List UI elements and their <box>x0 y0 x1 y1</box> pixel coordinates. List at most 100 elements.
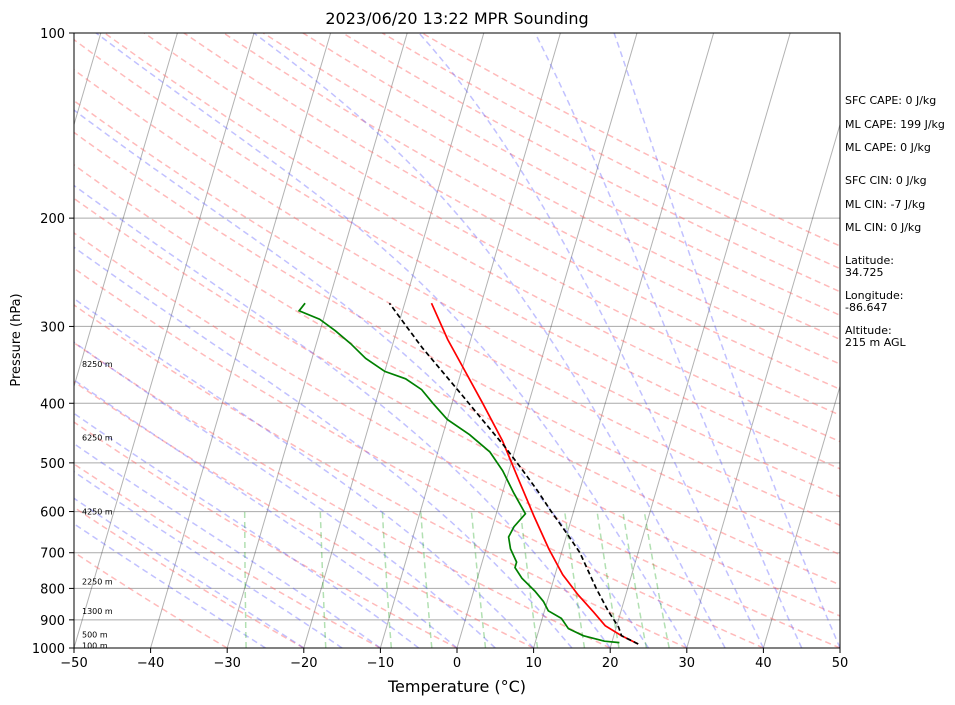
y-axis-ticks: 100 200 300 400 500 600 700 800 900 1000 <box>32 27 74 657</box>
dry-adiabat <box>74 551 228 648</box>
dry-adiabat <box>74 131 840 556</box>
ml-cin-text: ML CIN: -7 J/kg <box>845 198 925 211</box>
height-label: 8250 m <box>82 360 113 369</box>
dry-adiabat <box>342 33 840 293</box>
x-tick-label: 50 <box>832 656 849 671</box>
x-tick-label: −50 <box>60 656 87 671</box>
x-tick-label: 10 <box>525 656 542 671</box>
dry-adiabat <box>74 341 611 648</box>
height-label: 2250 m <box>82 578 113 587</box>
longitude-value: -86.647 <box>845 301 887 314</box>
dry-adiabat <box>143 33 840 416</box>
ml-cape-text-2: ML CAPE: 0 J/kg <box>845 141 931 154</box>
moist-adiabat <box>74 522 266 648</box>
height-label: 1300 m <box>82 607 113 616</box>
isotherm-line <box>74 33 178 389</box>
isotherm-line <box>74 33 255 648</box>
temperature-profile <box>430 302 639 645</box>
x-axis-ticks: −50 −40 −30 −20 −10 0 10 20 30 40 50 <box>60 648 848 671</box>
y-tick-label: 900 <box>40 614 65 629</box>
dry-adiabat <box>74 68 840 498</box>
x-tick-label: −40 <box>137 656 164 671</box>
mixing-ratio-line <box>643 511 670 648</box>
height-label: 100 m <box>82 641 108 650</box>
latitude-label: Latitude: <box>845 254 894 267</box>
dry-adiabat <box>74 267 764 648</box>
y-tick-label: 300 <box>40 320 65 335</box>
dry-adiabat <box>74 304 688 648</box>
parcel-profile <box>388 302 639 645</box>
dewpoint-profile <box>297 302 620 644</box>
moist-adiabat <box>74 470 343 648</box>
x-tick-label: 20 <box>602 656 619 671</box>
moist-adiabat <box>74 184 611 648</box>
altitude-label: Altitude: <box>845 324 892 337</box>
moist-adiabat <box>74 297 535 648</box>
x-tick-label: 30 <box>679 656 696 671</box>
mixing-ratio-line <box>596 511 620 648</box>
moist-adiabat-lines <box>74 33 840 648</box>
moist-adiabat <box>74 379 458 648</box>
height-label: 4250 m <box>82 508 113 517</box>
isotherm-line <box>533 33 715 648</box>
sfc-cin-text: SFC CIN: 0 J/kg <box>845 174 927 187</box>
y-tick-label: 400 <box>40 397 65 412</box>
height-labels: 100 m 500 m 1300 m 2250 m 4250 m 6250 m 8250 m <box>82 360 113 651</box>
moist-adiabat <box>74 412 420 648</box>
height-label: 500 m <box>82 630 108 639</box>
dry-adiabat <box>104 33 840 443</box>
moist-adiabat <box>418 33 765 648</box>
dry-adiabat <box>74 197 840 617</box>
moist-adiabat <box>74 497 305 648</box>
mixing-ratio-line <box>519 511 539 648</box>
y-tick-label: 1000 <box>32 642 65 657</box>
dry-adiabat-lines <box>74 33 840 648</box>
longitude-label: Longitude: <box>845 289 903 302</box>
isotherm-line <box>456 33 638 648</box>
moist-adiabat <box>253 33 726 648</box>
chart-title: 2023/06/20 13:22 MPR Sounding <box>325 9 588 28</box>
latitude-value: 34.725 <box>845 266 884 279</box>
x-tick-label: 40 <box>755 656 772 671</box>
x-tick-label: −10 <box>367 656 394 671</box>
x-tick-label: 0 <box>453 656 461 671</box>
y-tick-label: 600 <box>40 506 65 521</box>
y-tick-label: 100 <box>40 27 65 42</box>
x-tick-label: −20 <box>290 656 317 671</box>
x-tick-label: −30 <box>213 656 240 671</box>
mixing-ratio-line <box>622 511 648 648</box>
dry-adiabat <box>262 33 840 341</box>
dry-adiabat <box>74 380 534 648</box>
dry-adiabat <box>74 421 458 648</box>
stability-annotations: SFC CAPE: 0 J/kg ML CAPE: 199 J/kg ML CA… <box>845 94 945 349</box>
sounding-profiles <box>297 302 639 645</box>
isotherm-line <box>762 384 840 648</box>
moist-adiabat <box>95 33 688 648</box>
dry-adiabat <box>74 99 840 527</box>
mixing-ratio-lines <box>243 511 670 648</box>
isotherm-lines <box>74 33 840 648</box>
isotherm-line <box>609 33 791 648</box>
ml-cin-text-2: ML CIN: 0 J/kg <box>845 221 921 234</box>
pressure-gridlines <box>74 217 840 621</box>
moist-adiabat <box>74 109 650 648</box>
y-axis-label: Pressure (hPa) <box>9 293 24 386</box>
altitude-value: 215 m AGL <box>845 336 907 349</box>
mixing-ratio-line <box>563 511 586 648</box>
y-tick-label: 200 <box>40 212 65 227</box>
sfc-cape-text: SFC CAPE: 0 J/kg <box>845 94 936 107</box>
isotherm-line <box>379 33 561 648</box>
x-axis-label: Temperature (°C) <box>387 677 526 696</box>
ml-cape-text: ML CAPE: 199 J/kg <box>845 118 945 131</box>
height-label: 6250 m <box>82 434 113 443</box>
dry-adiabat <box>74 232 840 648</box>
moist-adiabat <box>534 33 803 648</box>
y-tick-label: 500 <box>40 457 65 472</box>
isotherm-line <box>150 33 332 648</box>
isotherm-line <box>226 33 408 648</box>
dry-adiabat <box>74 463 381 648</box>
dry-adiabat <box>223 33 840 365</box>
y-tick-label: 800 <box>40 582 65 597</box>
